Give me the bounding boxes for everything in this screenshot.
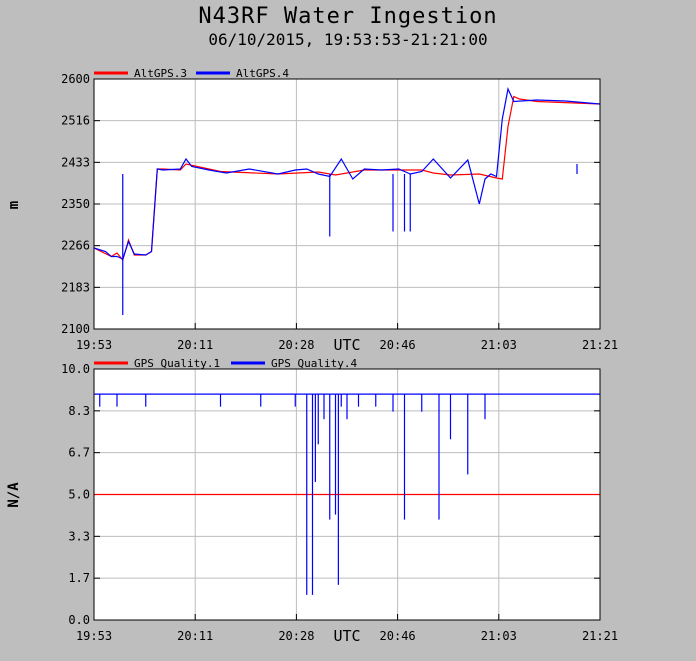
x-tick-label: 21:03 <box>481 629 517 643</box>
y-tick-label: 2516 <box>61 114 90 128</box>
y-tick-label: 8.3 <box>68 404 90 418</box>
x-tick-label: 21:21 <box>582 338 618 352</box>
y-tick-label: 3.3 <box>68 529 90 543</box>
legend-label: GPS_Quality.1 <box>134 357 220 370</box>
x-axis-label: UTC <box>333 627 360 645</box>
y-tick-label: 0.0 <box>68 613 90 627</box>
legend-label: GPS_Quality.4 <box>271 357 357 370</box>
y-tick-label: 6.7 <box>68 446 90 460</box>
page-subtitle: 06/10/2015, 19:53:53-21:21:00 <box>208 30 488 49</box>
y-tick-label: 2100 <box>61 322 90 336</box>
x-tick-label: 20:28 <box>278 629 314 643</box>
x-tick-label: 19:53 <box>76 629 112 643</box>
y-tick-label: 2183 <box>61 280 90 294</box>
x-tick-label: 21:03 <box>481 338 517 352</box>
plot-frame-0 <box>93 78 601 330</box>
y-axis-label: m <box>6 201 22 209</box>
x-tick-label: 20:11 <box>177 629 213 643</box>
x-tick-label: 19:53 <box>76 338 112 352</box>
legend-label: AltGPS.4 <box>236 67 289 80</box>
y-tick-label: 2266 <box>61 239 90 253</box>
page-title: N43RF Water Ingestion <box>198 4 498 29</box>
y-tick-label: 5.0 <box>68 488 90 502</box>
x-tick-label: 20:11 <box>177 338 213 352</box>
y-tick-label: 2433 <box>61 155 90 169</box>
x-tick-label: 20:46 <box>380 629 416 643</box>
x-tick-label: 21:21 <box>582 629 618 643</box>
x-axis-label: UTC <box>333 336 360 354</box>
plot-frame-1 <box>93 368 601 621</box>
legend-label: AltGPS.3 <box>134 67 187 80</box>
y-tick-label: 2600 <box>61 72 90 86</box>
y-tick-label: 2350 <box>61 197 90 211</box>
y-axis-label: N/A <box>6 482 22 508</box>
series-line-altgps-4 <box>93 87 601 260</box>
y-tick-label: 1.7 <box>68 571 90 585</box>
x-tick-label: 20:28 <box>278 338 314 352</box>
y-tick-label: 10.0 <box>61 362 90 376</box>
x-tick-label: 20:46 <box>380 338 416 352</box>
